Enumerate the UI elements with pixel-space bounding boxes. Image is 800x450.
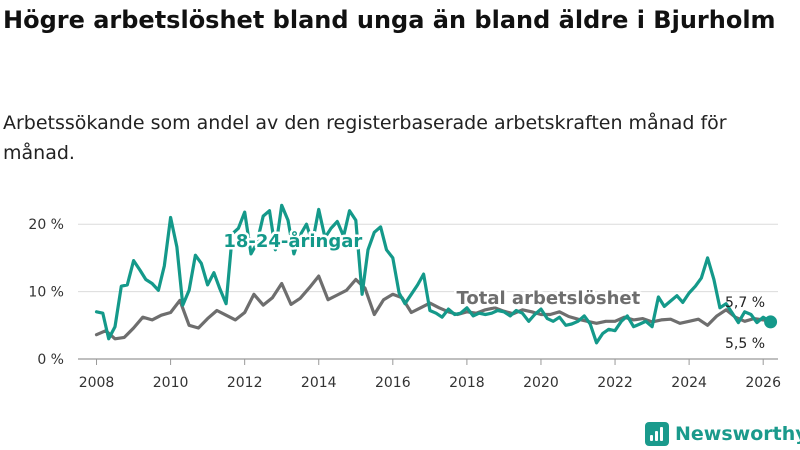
bar-chart-icon xyxy=(645,422,669,446)
y-tick-label: 10 % xyxy=(28,285,64,301)
series-label-total: Total arbetslöshet xyxy=(456,288,640,309)
y-tick-label: 0 % xyxy=(37,352,64,368)
brand-logo: Newsworthy xyxy=(645,421,800,447)
endpoint-marker-youth xyxy=(764,315,778,329)
series-label-total-halo: Total arbetslöshet xyxy=(456,288,640,309)
chart-title: Högre arbetslöshet bland unga än bland ä… xyxy=(3,6,776,34)
series-label-youth-halo: 18-24-åringar xyxy=(223,230,362,252)
x-tick-label: 2012 xyxy=(227,375,263,391)
x-tick-label: 2022 xyxy=(597,375,633,391)
x-tick-label: 2024 xyxy=(671,375,707,391)
x-tick-label: 2026 xyxy=(745,375,781,391)
series-label-youth: 18-24-åringar xyxy=(223,230,362,252)
x-tick-label: 2008 xyxy=(79,375,115,391)
x-tick-label: 2020 xyxy=(523,375,559,391)
x-axis xyxy=(96,359,764,365)
y-tick-label: 20 % xyxy=(28,217,64,233)
brand-name: Newsworthy xyxy=(675,423,800,445)
end-label-youth: 5,5 % xyxy=(725,336,765,352)
x-tick-label: 2018 xyxy=(449,375,485,391)
chart-subtitle: Arbetssökande som andel av den registerb… xyxy=(3,112,727,164)
x-tick-label: 2016 xyxy=(375,375,411,391)
series-lines xyxy=(94,203,778,345)
series-line-total xyxy=(94,274,773,341)
end-label-total: 5,7 % xyxy=(725,295,765,311)
series-line-youth xyxy=(94,203,773,345)
x-tick-label: 2010 xyxy=(153,375,189,391)
x-tick-label: 2014 xyxy=(301,375,337,391)
labels: 0 % 10 % 20 % 2008 2010 2012 2014 2016 2018 2020 2… xyxy=(28,217,781,391)
